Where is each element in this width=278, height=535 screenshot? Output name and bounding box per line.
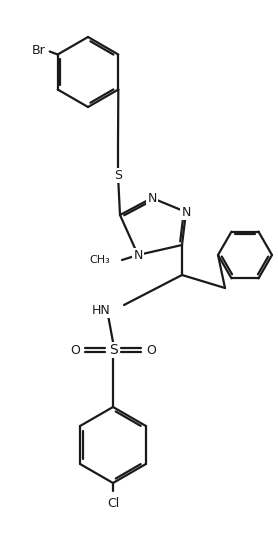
Text: CH₃: CH₃ — [89, 255, 110, 265]
Text: N: N — [147, 192, 157, 204]
Text: O: O — [70, 343, 80, 356]
Text: N: N — [181, 205, 191, 218]
Text: HN: HN — [91, 303, 110, 317]
Text: N: N — [133, 248, 143, 262]
Text: Br: Br — [32, 44, 46, 57]
Text: O: O — [146, 343, 156, 356]
Text: S: S — [114, 169, 122, 181]
Text: Cl: Cl — [107, 497, 119, 510]
Text: S: S — [109, 343, 117, 357]
